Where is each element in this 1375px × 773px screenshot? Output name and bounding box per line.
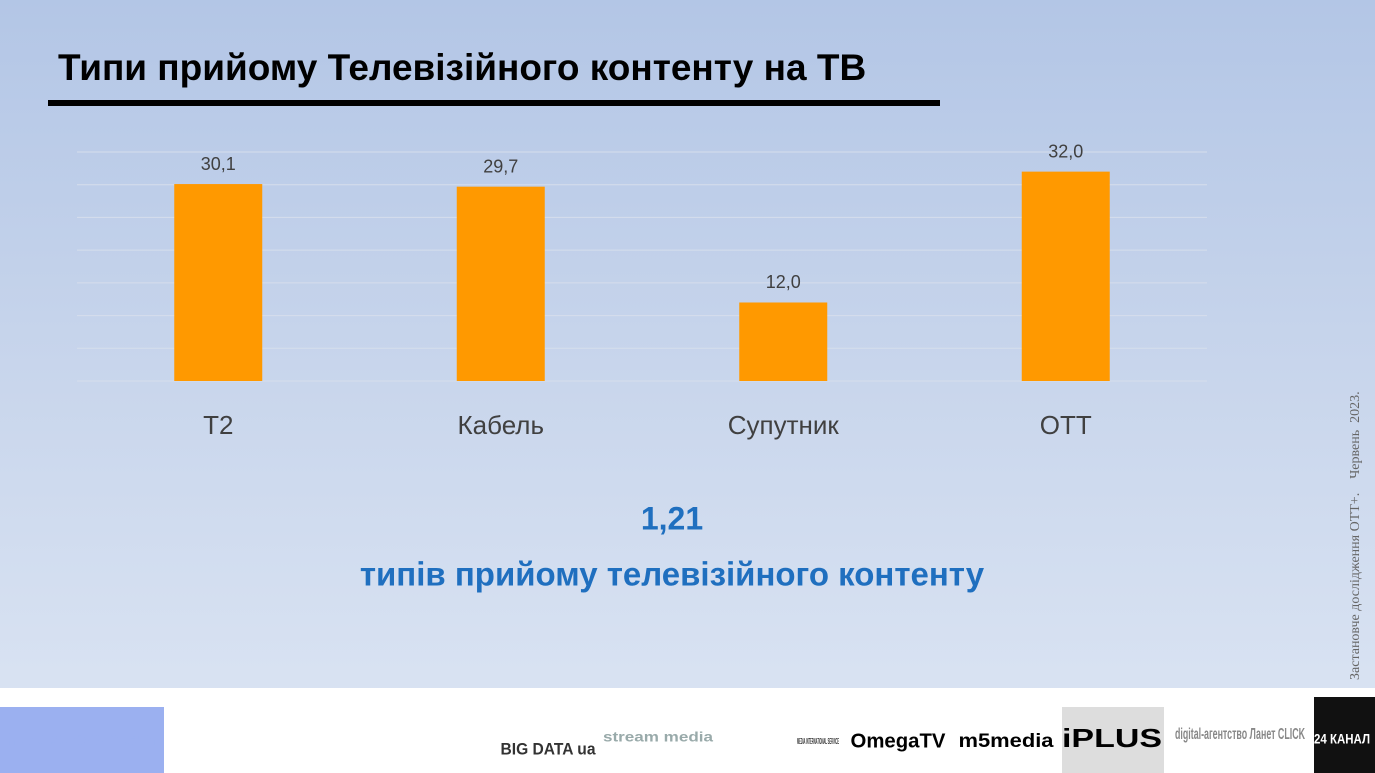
summary-value: 1,21: [641, 500, 703, 536]
bar: [456, 186, 545, 381]
chart: Т2 30,1 Кабель 29,7 Супутник 12,0 ОТТ 32,0: [77, 141, 1207, 440]
x-tick-label: Кабель: [457, 410, 544, 440]
logo-box: [1314, 697, 1375, 773]
x-tick-label: Т2: [203, 410, 233, 440]
bar: [1021, 171, 1110, 381]
bar: [174, 184, 263, 381]
logo-box: [1062, 707, 1164, 773]
logo-text: iPLUS: [1062, 723, 1162, 753]
logos: Research BIG DATA ua stream media MEDIA INT…: [0, 697, 1375, 773]
logo-text: m5media: [959, 731, 1054, 752]
logo-text: 24 КАНАЛ: [1314, 731, 1370, 747]
logo-text: digital-агентство Ланет CLICK: [1175, 726, 1305, 743]
logo-text: stream media: [603, 729, 713, 745]
value-label: 12,0: [766, 272, 801, 292]
bar: [739, 302, 828, 381]
side-note: Застановче дослідження ОТТ+. Червень 202…: [1348, 391, 1363, 680]
logo-text: OmegaTV: [851, 730, 947, 752]
value-label: 32,0: [1048, 141, 1083, 161]
x-tick-label: ОТТ: [1040, 410, 1092, 440]
value-label: 30,1: [201, 154, 236, 174]
logo-text: Research: [7, 729, 157, 749]
value-label: 29,7: [483, 156, 518, 176]
logo-text: MEDIA INTERNATIONAL SERVICE: [797, 737, 839, 746]
summary-text: типів прийому телевізійного контенту: [360, 556, 985, 593]
x-tick-label: Супутник: [728, 410, 840, 440]
slide-title: Типи прийому Телевізійного контенту на Т…: [58, 47, 866, 88]
logo-box: [0, 707, 164, 773]
title-underline: [48, 100, 940, 106]
logo-text: BIG DATA ua: [501, 739, 596, 758]
